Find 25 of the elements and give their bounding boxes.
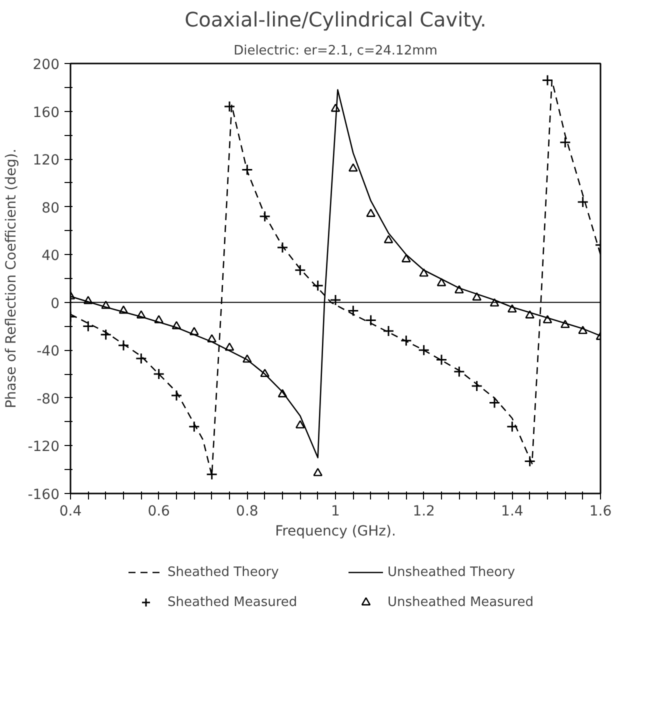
x-tick-label: 0.6: [148, 504, 170, 520]
y-tick-label: -160: [28, 487, 60, 503]
x-tick-label: 1.2: [412, 504, 435, 520]
y-tick-label: -120: [28, 439, 60, 456]
x-tick-label: 1.4: [501, 504, 524, 520]
x-axis-title: Frequency (GHz).: [275, 524, 396, 540]
y-tick-label: 0: [50, 296, 60, 312]
legend-label: Unsheathed Theory: [388, 564, 516, 580]
y-tick-label: -80: [36, 391, 60, 408]
y-tick-label: -40: [36, 344, 60, 360]
y-tick-label: 80: [42, 200, 60, 216]
chart-subtitle: Dielectric: er=2.1, c=24.12mm: [234, 44, 438, 58]
y-axis-title: Phase of Reflection Coefficient (deg).: [4, 148, 20, 408]
chart-title: Coaxial-line/Cylindrical Cavity.: [184, 8, 486, 32]
x-tick-label: 1.6: [589, 504, 612, 520]
legend-label: Sheathed Theory: [168, 564, 280, 580]
y-tick-label: 40: [42, 248, 60, 264]
y-tick-label: 120: [32, 152, 60, 169]
x-tick-label: 1: [331, 504, 340, 520]
legend-label: Sheathed Measured: [168, 594, 298, 610]
x-tick-label: 0.8: [236, 504, 258, 520]
y-tick-label: 200: [32, 57, 60, 73]
legend-label: Unsheathed Measured: [388, 594, 534, 610]
x-tick-label: 0.4: [59, 504, 82, 520]
y-tick-label: 160: [32, 104, 60, 121]
